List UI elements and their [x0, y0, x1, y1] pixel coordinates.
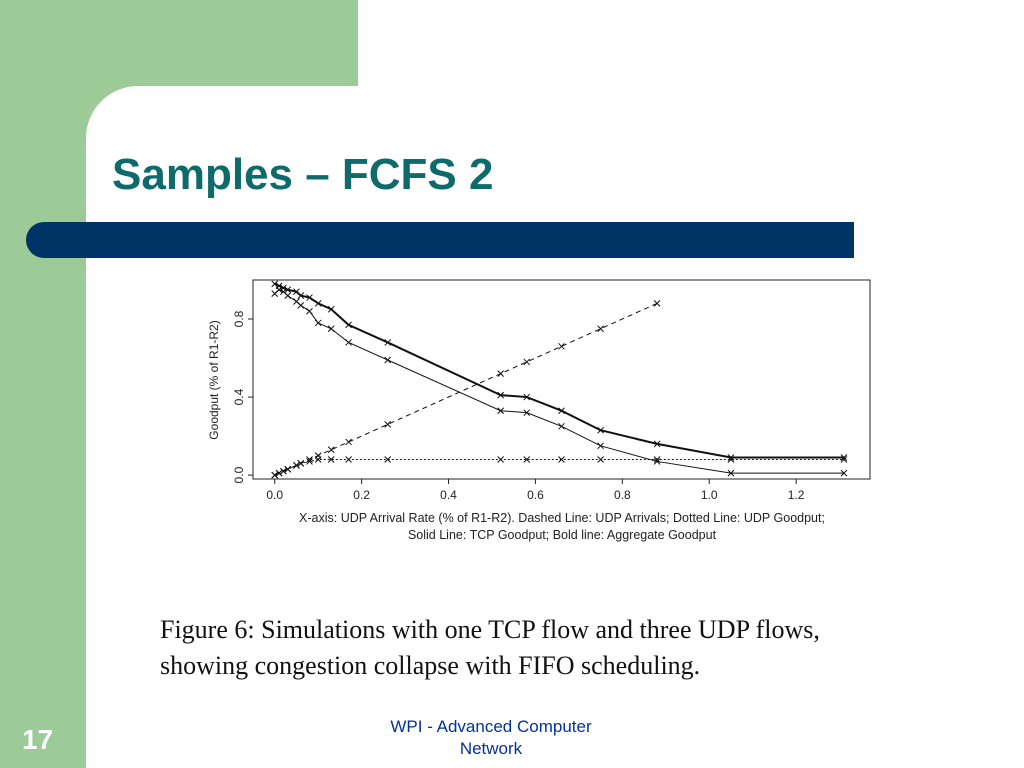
data-point-marker: [327, 456, 335, 463]
data-point-marker: [345, 339, 352, 346]
data-point-marker: [840, 454, 848, 461]
y-tick-label: 0.4: [232, 388, 246, 405]
data-point-marker: [384, 421, 392, 428]
x-tick-label: 0.6: [527, 488, 544, 502]
slide-title: Samples – FCFS 2: [112, 150, 494, 199]
slide-top-area: [358, 0, 1024, 90]
data-point-marker: [597, 456, 604, 463]
aggregate-goodput-line: [274, 282, 844, 459]
footer: WPI - Advanced Computer Network: [360, 716, 622, 760]
series-layer: [271, 280, 848, 479]
data-point-marker: [297, 460, 305, 467]
data-point-marker: [314, 319, 322, 327]
tcp-goodput-line: [274, 289, 844, 474]
data-point-marker: [653, 458, 661, 465]
data-point-marker: [275, 469, 283, 477]
data-point-marker: [384, 356, 392, 364]
data-point-marker: [523, 393, 531, 401]
y-tick-label: 0.8: [232, 310, 246, 327]
y-axis-ticks: 0.0 0.4 0.8: [232, 310, 253, 483]
data-point-marker: [523, 358, 531, 366]
x-tick-label: 0.0: [266, 488, 283, 502]
y-tick-label: 0.0: [232, 466, 246, 483]
chart-note-line2: Solid Line: TCP Goodput; Bold line: Aggr…: [408, 528, 717, 542]
data-point-marker: [284, 286, 292, 294]
goodput-chart: 0.0 0.4 0.8 0.0 0.2 0.4 0.6 0.8 1.0 1.2 Goodput …: [207, 279, 871, 542]
page-number: 17: [22, 724, 54, 755]
data-point-marker: [497, 456, 505, 463]
data-point-marker: [293, 461, 300, 469]
data-point-marker: [558, 407, 565, 415]
data-point-marker: [297, 292, 305, 299]
data-point-marker: [280, 467, 287, 475]
data-point-marker: [597, 325, 604, 333]
data-point-marker: [314, 456, 322, 463]
data-point-marker: [306, 456, 313, 463]
figure-caption: Figure 6: Simulations with one TCP flow …: [160, 612, 980, 684]
slide-panel: [86, 86, 1024, 768]
title-underline-bar: [26, 222, 854, 258]
data-point-marker: [653, 440, 661, 448]
data-point-marker: [558, 342, 565, 350]
data-point-marker: [597, 426, 604, 434]
x-axis-ticks: 0.0 0.2 0.4 0.6 0.8 1.0 1.2: [266, 479, 805, 502]
data-point-marker: [653, 300, 661, 307]
data-point-marker: [345, 456, 352, 463]
data-point-marker: [275, 282, 283, 290]
data-point-marker: [345, 321, 352, 329]
data-point-marker: [327, 305, 335, 313]
data-point-marker: [497, 407, 505, 415]
data-point-marker: [327, 325, 335, 333]
y-axis-label: Goodput (% of R1-R2): [207, 320, 221, 439]
footer-line2: Network: [459, 739, 523, 758]
data-point-marker: [840, 469, 848, 477]
data-point-marker: [523, 456, 531, 463]
x-tick-label: 1.0: [701, 488, 718, 502]
figure-caption-line1: Figure 6: Simulations with one TCP flow …: [160, 615, 820, 644]
chart-note-line1: X-axis: UDP Arrival Rate (% of R1-R2). D…: [299, 511, 825, 525]
data-point-marker: [727, 454, 735, 461]
data-point-marker: [384, 456, 392, 463]
udp-arrivals-line: [274, 302, 658, 476]
data-point-marker: [597, 442, 604, 450]
data-point-marker: [345, 438, 352, 446]
data-point-marker: [497, 391, 505, 399]
data-point-marker: [306, 294, 313, 301]
data-point-marker: [280, 284, 287, 292]
data-point-marker: [284, 292, 292, 299]
x-tick-label: 0.4: [440, 488, 457, 502]
plot-frame: [252, 279, 871, 480]
data-point-marker: [314, 300, 322, 307]
data-point-marker: [497, 370, 505, 378]
data-point-marker: [523, 409, 531, 417]
figure-caption-line2: showing congestion collapse with FIFO sc…: [160, 651, 701, 680]
data-point-marker: [284, 465, 292, 473]
data-point-marker: [558, 422, 565, 430]
data-point-marker: [384, 339, 392, 346]
data-point-marker: [306, 307, 313, 315]
footer-line1: WPI - Advanced Computer: [390, 717, 592, 736]
x-tick-label: 0.8: [614, 488, 631, 502]
chart-figure: 0.0 0.4 0.8 0.0 0.2 0.4 0.6 0.8 1.0 1.2 Goodput …: [200, 268, 900, 558]
data-point-marker: [306, 458, 313, 465]
data-point-marker: [297, 302, 305, 309]
data-point-marker: [727, 469, 735, 477]
x-tick-label: 1.2: [788, 488, 805, 502]
data-point-marker: [271, 280, 279, 288]
data-point-marker: [327, 446, 335, 454]
x-tick-label: 0.2: [353, 488, 370, 502]
data-point-marker: [271, 471, 279, 479]
data-point-marker: [558, 456, 565, 463]
